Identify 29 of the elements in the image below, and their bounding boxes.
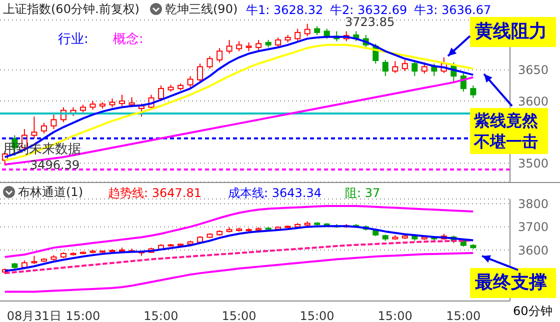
chart-title: 上证指数(60分钟.前复权) [3,1,140,18]
text: 牛1: 3628.32 [246,2,324,19]
x-tick-label: 15:00 [300,309,334,322]
annotation: 黄线阻力 [470,17,556,47]
x-tick-label: 15:00 [66,309,100,322]
y-tick-label: 3600 [518,94,549,108]
annotation: 趋势线: 3647.81 [108,185,202,202]
y-tick-label: 3700 [518,220,549,234]
x-tick-label: 15:00 [446,309,481,322]
y-tick-label: 3600 [518,243,549,258]
x-tick-label: 15:00 [222,309,256,322]
chart-title: 布林通道(1) [18,184,83,201]
annotation: 行业: [58,31,88,48]
y-tick-label: 3500 [518,156,549,171]
y-tick-label: 3650 [518,63,549,78]
y-tick-label: 3800 [518,196,549,211]
x-tick-label: 15:00 [144,309,178,322]
annotation: 3723.85 [345,15,395,29]
text: 牛3: 3636.67 [414,2,492,19]
x-tick-label: 15:00 [378,309,412,322]
annotation: 最终支撑 [470,268,556,298]
annotation: 概念: [113,31,144,48]
text: 牛2: 3632.69 [330,2,408,17]
annotation: 3496.39 [30,158,80,172]
annotation: 成本线: 3643.34 [228,185,322,202]
text: 60分钟 [513,303,552,320]
annotation: 紫线竟然不堪一击 [470,108,548,154]
annotation: 阻: 37 [345,185,380,202]
chart-subtitle: 乾坤三线(90) [165,1,238,18]
